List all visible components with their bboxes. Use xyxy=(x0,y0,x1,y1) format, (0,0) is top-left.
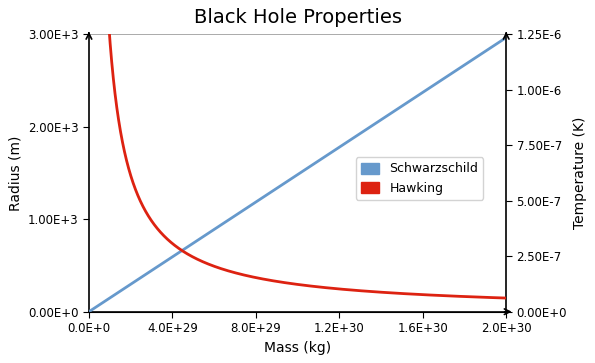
Schwarzschild xyxy=(264,192,271,197)
Hawking xyxy=(503,296,510,300)
Schwarzschild xyxy=(494,41,502,45)
Y-axis label: Radius (m): Radius (m) xyxy=(8,135,23,211)
Line: Schwarzschild: Schwarzschild xyxy=(89,37,506,311)
Schwarzschild xyxy=(158,262,165,266)
Schwarzschild xyxy=(86,309,93,314)
Hawking xyxy=(264,278,271,282)
Schwarzschild xyxy=(246,204,253,209)
Hawking xyxy=(449,294,456,298)
Y-axis label: Temperature (K): Temperature (K) xyxy=(572,117,587,229)
Hawking xyxy=(494,295,502,300)
Hawking xyxy=(133,191,140,195)
Schwarzschild xyxy=(449,70,456,75)
Hawking xyxy=(246,274,253,278)
X-axis label: Mass (kg): Mass (kg) xyxy=(264,340,331,355)
Line: Hawking: Hawking xyxy=(89,0,506,298)
Schwarzschild xyxy=(133,278,140,282)
Schwarzschild xyxy=(503,35,510,40)
Hawking xyxy=(158,231,165,236)
Title: Black Hole Properties: Black Hole Properties xyxy=(193,8,402,27)
Legend: Schwarzschild, Hawking: Schwarzschild, Hawking xyxy=(356,158,483,200)
